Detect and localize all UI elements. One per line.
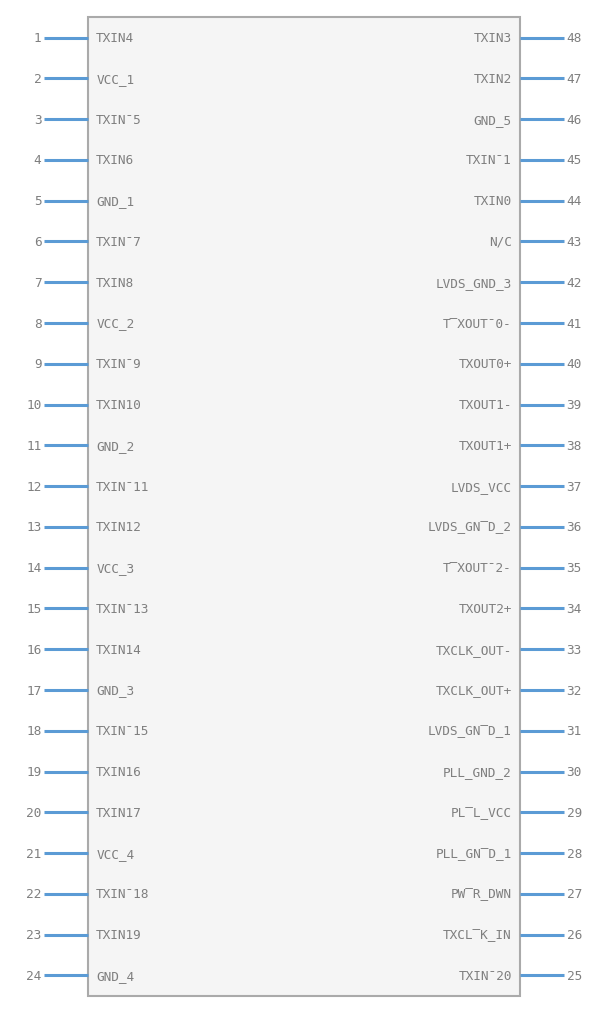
Text: TXIN16: TXIN16 (96, 765, 142, 778)
Text: TXIN̄7: TXIN̄7 (96, 236, 142, 249)
Text: VCC_1: VCC_1 (96, 73, 134, 86)
Text: TXIN̄13: TXIN̄13 (96, 603, 150, 616)
Text: TXIN̄18: TXIN̄18 (96, 888, 150, 901)
Text: 21: 21 (26, 847, 41, 859)
Text: LVDS_GND_3: LVDS_GND_3 (435, 276, 512, 289)
Text: TXOUT0+: TXOUT0+ (458, 358, 512, 371)
Text: 24: 24 (26, 969, 41, 982)
Text: 40: 40 (567, 358, 582, 371)
Text: 48: 48 (567, 32, 582, 45)
Text: 16: 16 (26, 643, 41, 656)
Text: TXIN̄15: TXIN̄15 (96, 725, 150, 738)
Text: 17: 17 (26, 683, 41, 697)
Text: 23: 23 (26, 928, 41, 941)
Text: 19: 19 (26, 765, 41, 778)
Text: TXIN6: TXIN6 (96, 155, 134, 167)
Text: T̅XOUT̄2-: T̅XOUT̄2- (443, 562, 512, 574)
Text: TXCLK_OUT+: TXCLK_OUT+ (435, 683, 512, 697)
Text: VCC_3: VCC_3 (96, 562, 134, 574)
Text: LVDS_GN̅D_2: LVDS_GN̅D_2 (428, 521, 512, 534)
Text: TXIN0: TXIN0 (474, 195, 512, 208)
Text: 35: 35 (567, 562, 582, 574)
Text: GND_3: GND_3 (96, 683, 134, 697)
Text: GND_2: GND_2 (96, 440, 134, 452)
Text: VCC_4: VCC_4 (96, 847, 134, 859)
Text: TXCLK_OUT-: TXCLK_OUT- (435, 643, 512, 656)
Text: 34: 34 (567, 603, 582, 616)
Text: 9: 9 (34, 358, 41, 371)
Text: TXIN17: TXIN17 (96, 806, 142, 819)
Text: 7: 7 (34, 276, 41, 289)
Text: 42: 42 (567, 276, 582, 289)
Text: 6: 6 (34, 236, 41, 249)
Text: TXIN̄1: TXIN̄1 (466, 155, 512, 167)
Text: TXIN12: TXIN12 (96, 521, 142, 534)
Text: 18: 18 (26, 725, 41, 738)
Text: LVDS_GN̅D_1: LVDS_GN̅D_1 (428, 725, 512, 738)
Text: GND_4: GND_4 (96, 969, 134, 982)
Text: 28: 28 (567, 847, 582, 859)
Text: 25: 25 (567, 969, 582, 982)
Text: 1: 1 (34, 32, 41, 45)
Text: T̅XOUT̄0-: T̅XOUT̄0- (443, 317, 512, 331)
Text: 31: 31 (567, 725, 582, 738)
Text: TXOUT1-: TXOUT1- (458, 398, 512, 411)
Text: TXOUT1+: TXOUT1+ (458, 440, 512, 452)
Text: TXIN̄9: TXIN̄9 (96, 358, 142, 371)
Text: 32: 32 (567, 683, 582, 697)
Text: N/C: N/C (489, 236, 512, 249)
Text: 38: 38 (567, 440, 582, 452)
Text: TXIN2: TXIN2 (474, 73, 512, 86)
Text: 8: 8 (34, 317, 41, 331)
Text: 13: 13 (26, 521, 41, 534)
Text: 14: 14 (26, 562, 41, 574)
Text: LVDS_VCC: LVDS_VCC (451, 480, 512, 493)
Text: TXIN̄5: TXIN̄5 (96, 113, 142, 126)
Text: 3: 3 (34, 113, 41, 126)
Text: TXIN10: TXIN10 (96, 398, 142, 411)
Text: PLL_GN̅D_1: PLL_GN̅D_1 (435, 847, 512, 859)
Text: 47: 47 (567, 73, 582, 86)
Text: 43: 43 (567, 236, 582, 249)
Text: 44: 44 (567, 195, 582, 208)
Text: 4: 4 (34, 155, 41, 167)
Text: 30: 30 (567, 765, 582, 778)
Text: TXIN14: TXIN14 (96, 643, 142, 656)
Text: 37: 37 (567, 480, 582, 493)
Text: TXIN8: TXIN8 (96, 276, 134, 289)
Text: TXIN4: TXIN4 (96, 32, 134, 45)
Text: 41: 41 (567, 317, 582, 331)
Text: 22: 22 (26, 888, 41, 901)
Text: 33: 33 (567, 643, 582, 656)
Text: 2: 2 (34, 73, 41, 86)
Text: TXIN̄20: TXIN̄20 (458, 969, 512, 982)
Text: 12: 12 (26, 480, 41, 493)
Text: 27: 27 (567, 888, 582, 901)
Text: GND_1: GND_1 (96, 195, 134, 208)
Text: VCC_2: VCC_2 (96, 317, 134, 331)
Text: PW̅R_DWN: PW̅R_DWN (451, 888, 512, 901)
Text: 45: 45 (567, 155, 582, 167)
Text: GND_5: GND_5 (474, 113, 512, 126)
Text: PL̅L_VCC: PL̅L_VCC (451, 806, 512, 819)
Bar (88, 18, 520, 996)
Text: PLL_GND_2: PLL_GND_2 (443, 765, 512, 778)
Text: TXOUT2+: TXOUT2+ (458, 603, 512, 616)
Text: 10: 10 (26, 398, 41, 411)
Text: TXIN3: TXIN3 (474, 32, 512, 45)
Text: 5: 5 (34, 195, 41, 208)
Text: 29: 29 (567, 806, 582, 819)
Text: 39: 39 (567, 398, 582, 411)
Text: 36: 36 (567, 521, 582, 534)
Text: 46: 46 (567, 113, 582, 126)
Text: TXIN̄11: TXIN̄11 (96, 480, 150, 493)
Text: 20: 20 (26, 806, 41, 819)
Text: 15: 15 (26, 603, 41, 616)
Text: 11: 11 (26, 440, 41, 452)
Text: TXCL̅K_IN: TXCL̅K_IN (443, 928, 512, 941)
Text: 26: 26 (567, 928, 582, 941)
Text: TXIN19: TXIN19 (96, 928, 142, 941)
